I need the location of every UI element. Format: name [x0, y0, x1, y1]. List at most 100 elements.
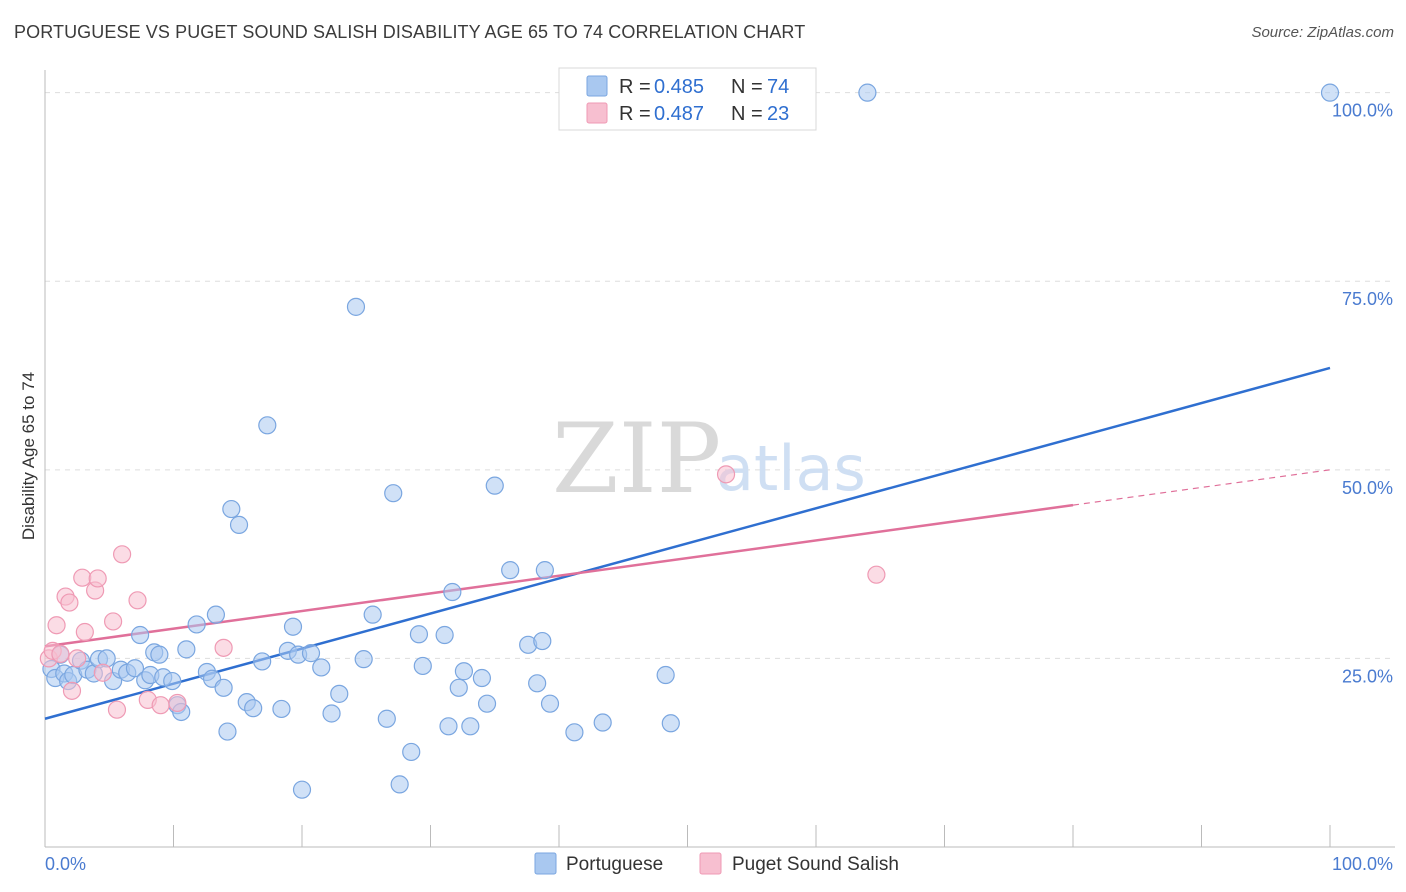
point-puget-sound-salish-9: [75, 622, 94, 642]
point-portuguese-37: [272, 699, 291, 719]
y-tick-labels: 25.0% 50.0% 75.0% 100.0%: [1332, 101, 1393, 687]
point-portuguese-73: [661, 714, 680, 733]
y-tick-label-100: 100.0%: [1332, 101, 1393, 121]
point-portuguese-32: [229, 515, 249, 534]
point-portuguese-48: [363, 605, 382, 624]
point-puget-sound-salish-13: [104, 612, 123, 631]
point-puget-sound-salish-12: [93, 663, 112, 682]
point-portuguese-62: [477, 694, 497, 713]
point-puget-sound-salish-8: [73, 568, 92, 587]
point-portuguese-44: [322, 704, 341, 723]
grid-lines: [45, 92, 1395, 659]
point-portuguese-39: [283, 617, 303, 636]
point-portuguese-24: [177, 640, 196, 659]
point-portuguese-75: [1320, 83, 1340, 102]
point-puget-sound-salish-5: [60, 593, 79, 612]
point-portuguese-35: [253, 652, 272, 671]
point-puget-sound-salish-14: [107, 700, 127, 719]
point-puget-sound-salish-15: [112, 545, 132, 564]
point-portuguese-45: [330, 684, 349, 703]
legend-n-label-2: N =: [731, 103, 763, 125]
point-portuguese-30: [218, 722, 237, 741]
watermark-atlas: atlas: [716, 432, 866, 505]
x-tick-labels: 0.0% 100.0%: [45, 854, 1393, 874]
point-portuguese-47: [354, 650, 373, 669]
point-portuguese-69: [540, 694, 560, 713]
source-credit: Source: ZipAtlas.com: [1251, 24, 1394, 41]
point-portuguese-66: [528, 674, 547, 693]
point-portuguese-68: [533, 631, 552, 651]
y-tick-label-50: 50.0%: [1342, 478, 1393, 498]
point-portuguese-64: [501, 561, 520, 580]
point-portuguese-53: [409, 625, 429, 644]
point-portuguese-46: [346, 297, 366, 316]
point-portuguese-19: [150, 645, 169, 664]
point-portuguese-71: [593, 713, 612, 732]
point-puget-sound-salish-22: [867, 565, 886, 584]
bottom-legend-swatch-portuguese: [534, 852, 557, 875]
point-puget-sound-salish-6: [62, 681, 82, 700]
point-puget-sound-salish-3: [51, 644, 70, 663]
point-portuguese-34: [244, 699, 263, 718]
legend-n-value-2: 23: [767, 103, 789, 125]
point-portuguese-70: [565, 723, 584, 742]
point-puget-sound-salish-18: [151, 696, 170, 715]
point-portuguese-63: [485, 476, 504, 495]
point-puget-sound-salish-11: [88, 569, 107, 588]
point-portuguese-43: [312, 658, 331, 677]
bottom-legend: Portuguese Puget Sound Salish: [534, 852, 899, 875]
y-tick-label-75: 75.0%: [1342, 289, 1393, 309]
point-portuguese-31: [222, 499, 241, 519]
point-portuguese-51: [390, 775, 409, 794]
point-portuguese-58: [449, 678, 468, 697]
point-portuguese-14: [125, 659, 145, 678]
point-puget-sound-salish-20: [214, 638, 233, 657]
legend-r-value-2: 0.487: [654, 103, 704, 125]
point-portuguese-28: [206, 605, 226, 624]
point-puget-sound-salish-19: [168, 693, 187, 713]
point-puget-sound-salish-21: [716, 465, 736, 484]
watermark-zip: ZIP: [552, 403, 721, 515]
point-portuguese-55: [435, 625, 454, 645]
point-portuguese-59: [454, 662, 474, 681]
point-puget-sound-salish-16: [128, 591, 147, 610]
bottom-legend-label-portuguese: Portuguese: [566, 854, 663, 875]
y-tick-label-25: 25.0%: [1342, 666, 1393, 686]
legend-r-label-2: R =: [619, 103, 651, 125]
legend-r-value-1: 0.485: [654, 76, 704, 98]
point-portuguese-50: [384, 484, 403, 503]
point-portuguese-15: [130, 625, 150, 645]
point-portuguese-36: [258, 416, 277, 435]
point-portuguese-21: [163, 671, 182, 691]
legend-r-label-1: R =: [619, 76, 651, 98]
legend-swatch-portuguese: [586, 75, 608, 97]
chart-title: PORTUGUESE VS PUGET SOUND SALISH DISABIL…: [14, 22, 806, 42]
legend-n-value-1: 74: [767, 76, 789, 98]
point-portuguese-49: [377, 709, 396, 728]
point-portuguese-54: [413, 656, 432, 676]
point-portuguese-57: [443, 582, 462, 602]
point-portuguese-56: [439, 717, 458, 736]
point-puget-sound-salish-2: [47, 616, 66, 635]
watermark: ZIP atlas: [552, 403, 866, 515]
point-puget-sound-salish-7: [68, 649, 87, 668]
trend-line-puget-sound-salish-extension: [1072, 469, 1331, 506]
point-portuguese-42: [301, 644, 321, 663]
x-tick-label-0: 0.0%: [45, 854, 86, 874]
y-axis-title: Disability Age 65 to 74: [19, 372, 38, 540]
point-portuguese-52: [402, 742, 421, 762]
legend-n-label-1: N =: [731, 76, 763, 98]
point-portuguese-72: [656, 665, 675, 685]
point-portuguese-74: [858, 83, 877, 102]
bottom-legend-swatch-puget-sound-salish: [699, 852, 722, 875]
point-portuguese-41: [292, 780, 312, 799]
point-portuguese-67: [535, 561, 554, 580]
top-legend: R = 0.485 N = 74 R = 0.487 N = 23: [558, 67, 817, 131]
point-portuguese-61: [472, 668, 491, 688]
x-tick-label-100: 100.0%: [1332, 854, 1393, 874]
point-portuguese-25: [187, 615, 206, 634]
legend-swatch-puget-sound-salish: [586, 102, 608, 124]
point-portuguese-29: [214, 678, 233, 697]
point-portuguese-60: [461, 717, 480, 736]
